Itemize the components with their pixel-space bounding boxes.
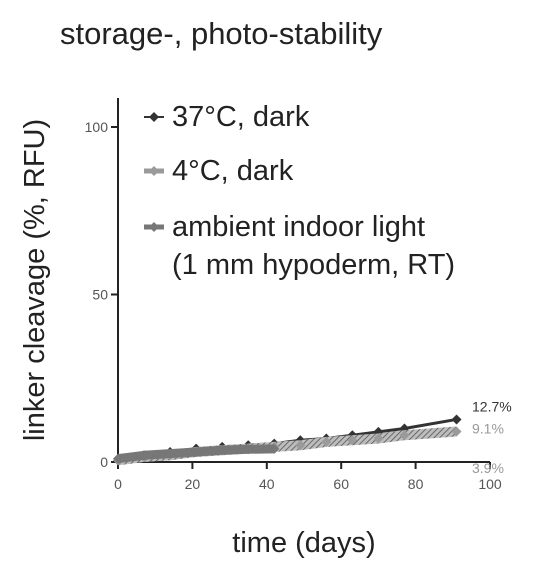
- data-point: [399, 430, 410, 441]
- x-tick-label: 0: [114, 476, 122, 492]
- data-point: [321, 436, 332, 447]
- legend-label: (1 mm hypoderm, RT): [172, 249, 455, 281]
- legend-label: 4°C, dark: [172, 155, 294, 187]
- data-point: [347, 435, 358, 446]
- legend-item: 37°C, dark: [144, 101, 310, 133]
- legend: 37°C, dark 4°C, dark ambient indoor light (…: [144, 101, 455, 281]
- data-point: [269, 443, 280, 454]
- chart-title: storage-, photo-stability: [60, 16, 383, 51]
- legend-item: ambient indoor light (1 mm hypoderm, RT): [144, 211, 455, 281]
- data-point: [165, 448, 176, 459]
- data-point: [451, 426, 462, 437]
- data-point: [217, 445, 228, 456]
- y-axis: 0 50 100: [85, 98, 119, 470]
- x-tick-label: 100: [478, 476, 502, 492]
- x-axis: 0 20 40 60 80 100: [114, 461, 502, 492]
- data-point: [295, 440, 306, 451]
- end-value-label: 12.7%: [472, 398, 512, 414]
- x-axis-title: time (days): [232, 527, 375, 559]
- series-1: 9.1%: [113, 421, 504, 466]
- data-point: [139, 450, 150, 461]
- x-tick-label: 20: [185, 476, 201, 492]
- end-value-label: 9.1%: [472, 421, 504, 437]
- data-point: [451, 414, 462, 425]
- plot-area: 12.7% 9.1% 3.9%: [113, 398, 512, 476]
- end-value-label: 3.9%: [472, 460, 504, 476]
- x-tick-label: 80: [408, 476, 424, 492]
- y-tick-label: 0: [100, 454, 108, 470]
- x-tick-label: 40: [259, 476, 275, 492]
- x-tick-label: 60: [333, 476, 349, 492]
- legend-label: ambient indoor light: [172, 211, 425, 243]
- data-point: [113, 453, 123, 464]
- y-tick-label: 100: [85, 119, 109, 135]
- y-axis-title: linker cleavage (%, RFU): [19, 119, 51, 441]
- data-point: [191, 446, 202, 457]
- data-point: [243, 444, 254, 455]
- y-tick-label: 50: [92, 287, 108, 303]
- legend-label: 37°C, dark: [172, 101, 310, 133]
- legend-item: 4°C, dark: [144, 155, 294, 187]
- data-point: [373, 433, 384, 444]
- series-2: 3.9%: [113, 443, 504, 476]
